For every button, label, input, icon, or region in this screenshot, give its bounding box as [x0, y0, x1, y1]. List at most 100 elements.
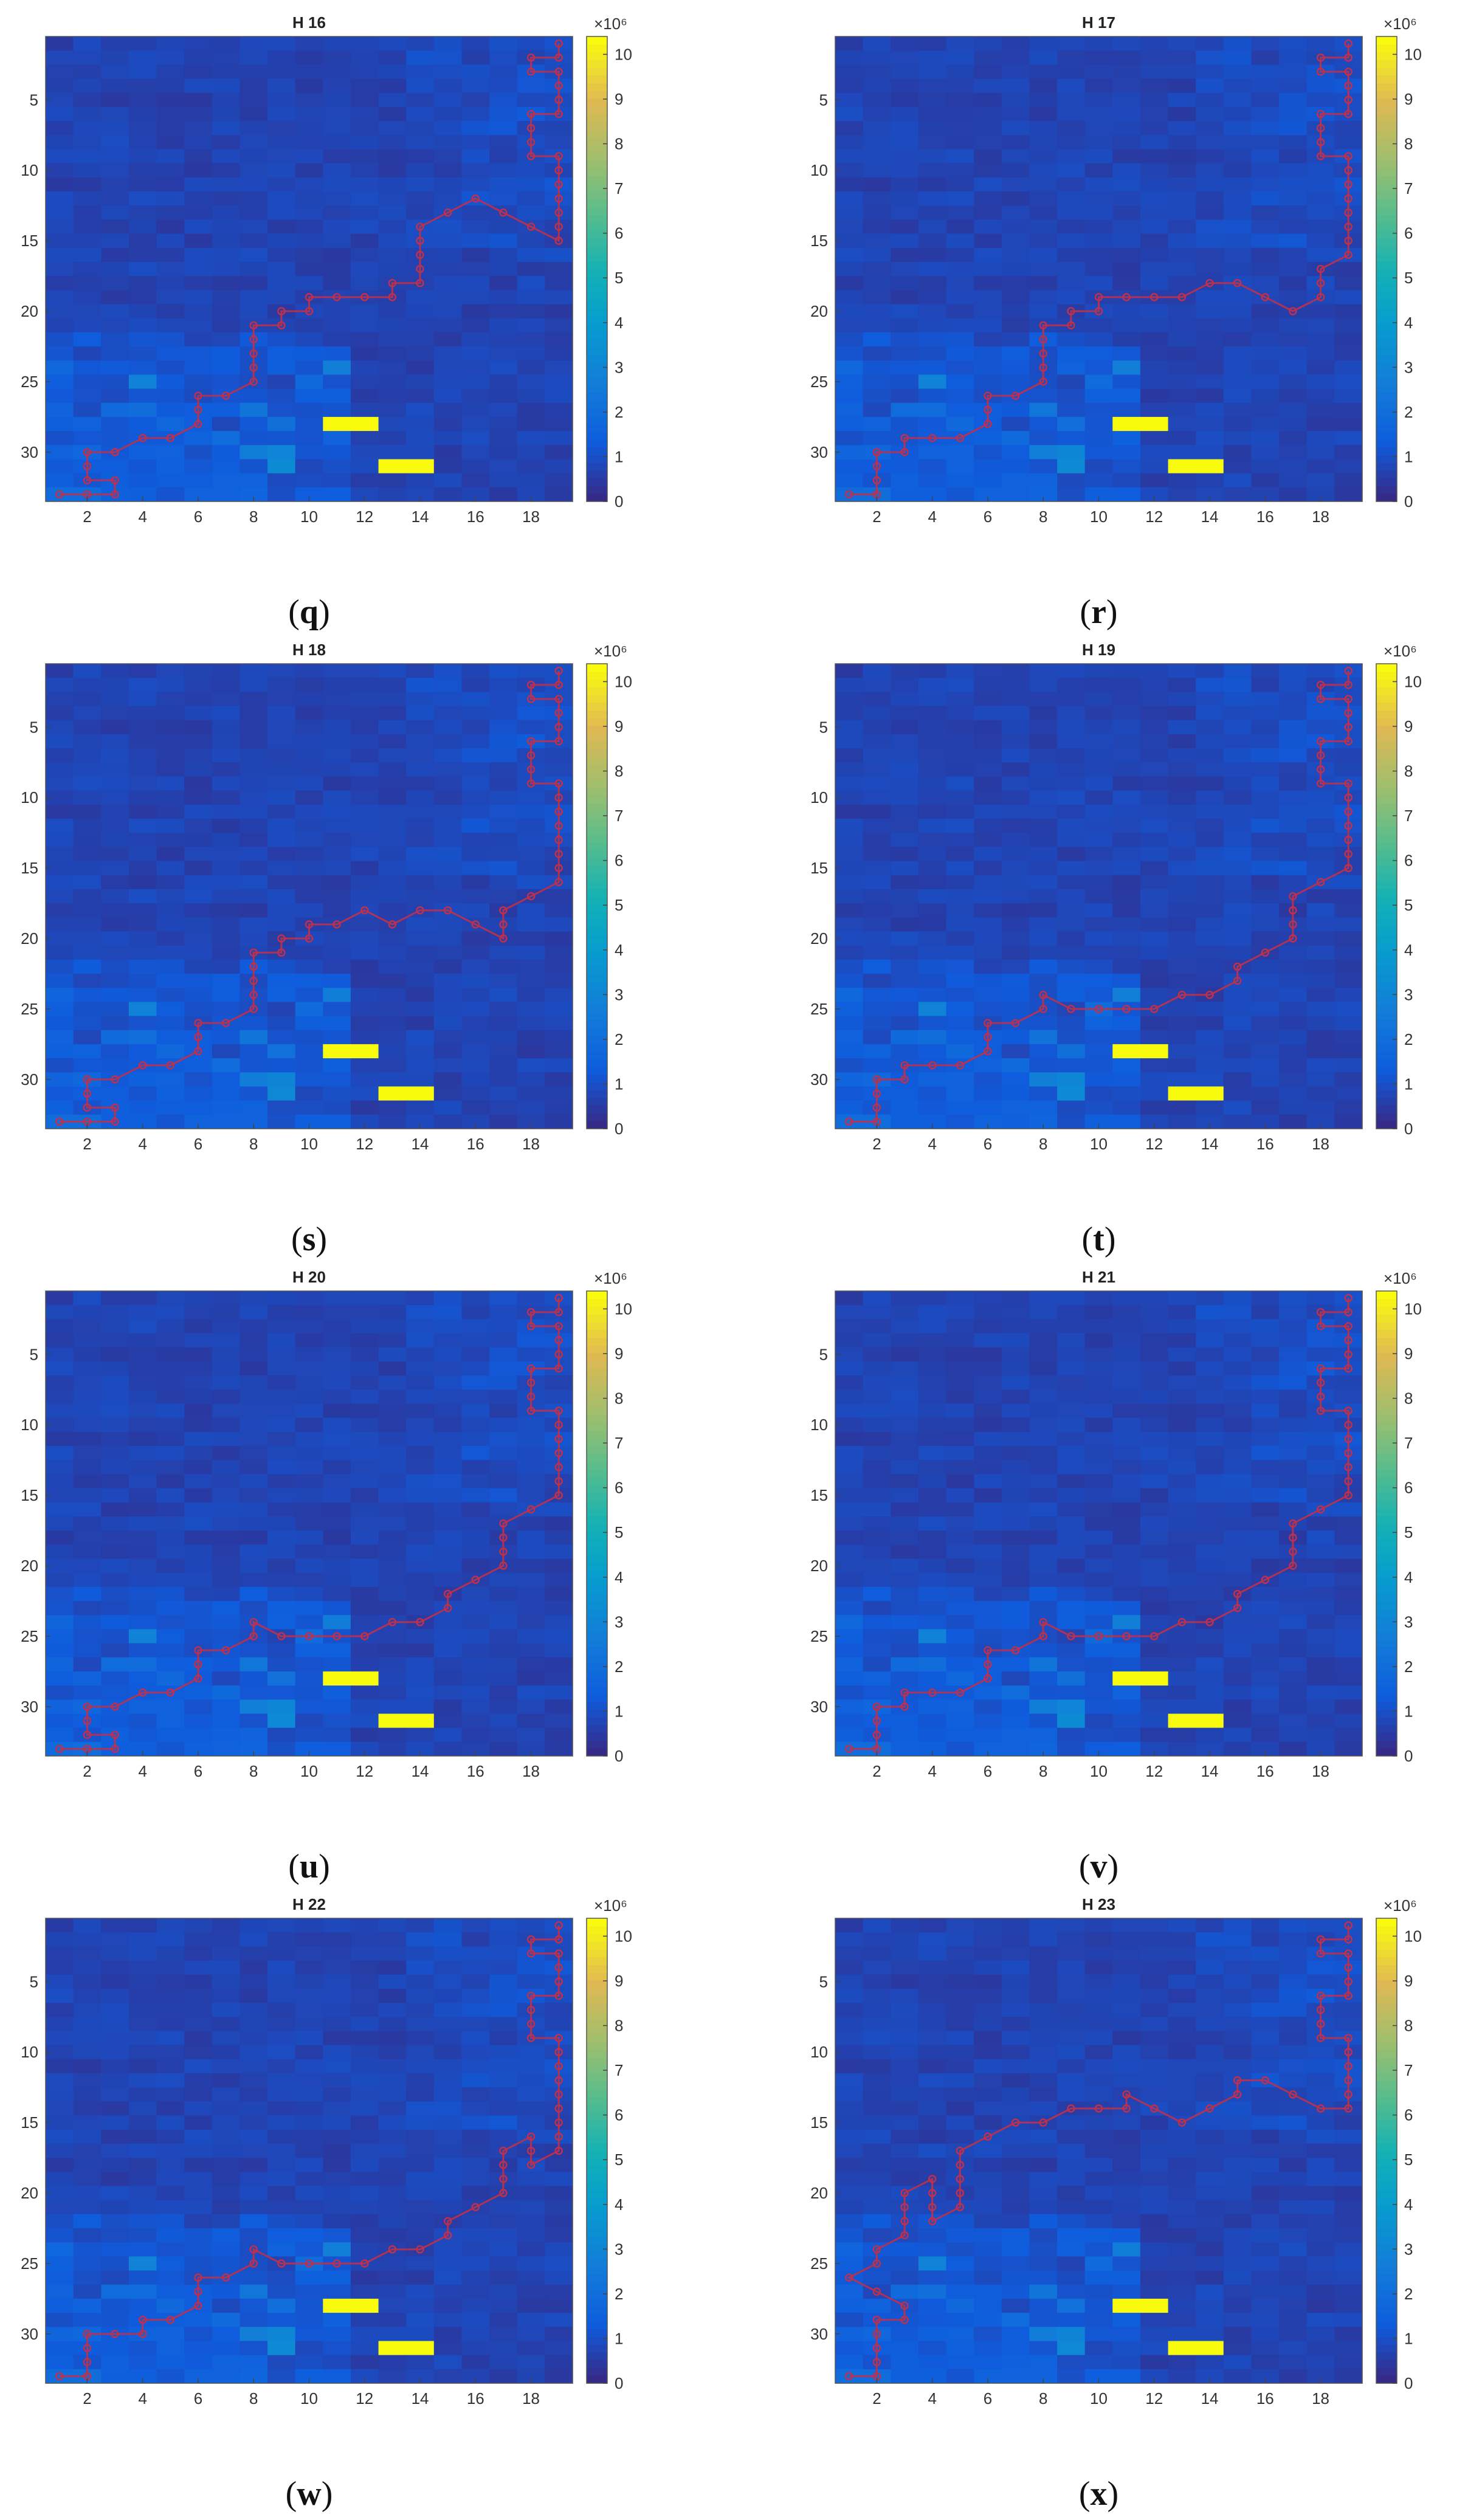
- colorbar-segment: [587, 811, 607, 819]
- heatmap-cell: [1057, 1586, 1086, 1602]
- heatmap-cell: [489, 1114, 518, 1129]
- heatmap-cell: [212, 734, 240, 749]
- heatmap-cell: [974, 945, 1002, 960]
- heatmap-cell: [350, 1319, 379, 1334]
- heatmap-cell: [1168, 1516, 1196, 1531]
- heatmap-cell: [156, 219, 185, 235]
- heatmap-cell: [156, 177, 185, 192]
- y-tick-label: 25: [21, 1000, 38, 1018]
- x-tick-label: 16: [467, 1762, 484, 1780]
- heatmap-cell: [406, 1502, 435, 1517]
- colorbar-segment: [587, 284, 607, 293]
- heatmap-cell: [1306, 1417, 1335, 1433]
- heatmap-cell: [1084, 247, 1113, 263]
- colorbar-segment: [587, 377, 607, 386]
- heatmap-cell: [295, 106, 323, 122]
- heatmap-cell: [350, 233, 379, 249]
- heatmap-cell: [1057, 205, 1086, 220]
- heatmap-cell: [1168, 92, 1196, 108]
- heatmap-cell: [517, 445, 545, 460]
- heatmap-cell: [1001, 1002, 1030, 1017]
- path-node: [1205, 278, 1214, 287]
- heatmap-cell: [1196, 1699, 1224, 1715]
- heatmap-cell: [946, 36, 974, 51]
- heatmap-cell: [946, 1643, 974, 1658]
- heatmap-cell: [73, 1932, 102, 1947]
- heatmap-cell: [378, 1516, 407, 1531]
- heatmap-cell: [1168, 388, 1196, 404]
- heatmap-cell: [433, 1431, 462, 1447]
- heatmap-cell: [891, 276, 919, 291]
- heatmap-cell: [1140, 1361, 1169, 1376]
- heatmap-cell: [378, 1044, 407, 1059]
- heatmap-cell: [128, 1502, 157, 1517]
- heatmap-cell: [73, 1361, 102, 1376]
- heatmap-cell: [295, 149, 323, 164]
- colorbar-segment: [1376, 1461, 1397, 1470]
- heatmap-cell: [239, 875, 268, 890]
- heatmap-cell: [1029, 1417, 1058, 1433]
- heatmap-cell: [350, 1016, 379, 1031]
- heatmap-cell: [1168, 1044, 1196, 1059]
- path-node: [1094, 293, 1103, 301]
- heatmap-cell: [1279, 1114, 1308, 1129]
- heatmap-cell: [1334, 762, 1363, 777]
- heatmap-cell: [1334, 445, 1363, 460]
- heatmap-cell: [517, 1431, 545, 1447]
- heatmap-cell: [101, 205, 129, 220]
- heatmap-cell: [835, 106, 864, 122]
- heatmap-cell: [1029, 889, 1058, 904]
- heatmap-cell: [545, 903, 573, 918]
- heatmap-cell: [1251, 233, 1280, 249]
- heatmap-cell: [517, 804, 545, 819]
- colorbar-segment: [1376, 269, 1397, 277]
- heatmap-cell: [891, 261, 919, 277]
- heatmap-cell: [46, 1685, 74, 1700]
- heatmap-cell: [1057, 219, 1086, 235]
- heatmap-cell: [1334, 1671, 1363, 1686]
- heatmap-cell: [974, 1375, 1002, 1390]
- heatmap-cell: [350, 191, 379, 206]
- heatmap-cell: [156, 445, 185, 460]
- heatmap-cell: [1029, 177, 1058, 192]
- heatmap-cell: [406, 847, 435, 862]
- colorbar-tick-label: 9: [1404, 90, 1413, 108]
- heatmap-cell: [323, 388, 351, 404]
- heatmap-cell: [267, 1502, 296, 1517]
- y-tick-label: 30: [21, 1070, 38, 1089]
- heatmap-cell: [1084, 1375, 1113, 1390]
- heatmap-cell: [461, 163, 490, 178]
- heatmap-cell: [489, 1474, 518, 1489]
- path-node: [1344, 1350, 1353, 1359]
- heatmap-cell: [212, 163, 240, 178]
- heatmap-cell: [239, 847, 268, 862]
- heatmap-cell: [835, 974, 864, 988]
- heatmap-cell: [239, 917, 268, 932]
- heatmap-cell: [863, 889, 891, 904]
- heatmap-cell: [1223, 678, 1252, 692]
- heatmap-cell: [156, 261, 185, 277]
- heatmap-cell: [350, 1586, 379, 1602]
- heatmap-cell: [378, 1488, 407, 1503]
- heatmap-cell: [406, 1629, 435, 1644]
- heatmap-cell: [1029, 1572, 1058, 1588]
- heatmap-cell: [378, 945, 407, 960]
- heatmap-cell: [489, 1375, 518, 1390]
- heatmap-cell: [1140, 959, 1169, 974]
- heatmap-cell: [128, 1516, 157, 1531]
- colorbar-segment: [1376, 1740, 1397, 1749]
- heatmap-cell: [406, 1657, 435, 1672]
- heatmap-cell: [1334, 374, 1363, 390]
- heatmap-cell: [1001, 1685, 1030, 1700]
- colorbar-segment: [587, 1082, 607, 1090]
- heatmap-cell: [128, 720, 157, 735]
- colorbar-tick-label: 10: [1404, 1300, 1422, 1318]
- heatmap-cell: [212, 790, 240, 805]
- heatmap-cell: [212, 1629, 240, 1644]
- heatmap-cell: [406, 1932, 435, 1947]
- heatmap-cell: [267, 1305, 296, 1320]
- heatmap-cell: [128, 1389, 157, 1405]
- heatmap-cell: [1084, 1030, 1113, 1045]
- heatmap-cell: [267, 1601, 296, 1616]
- heatmap-cell: [918, 473, 947, 488]
